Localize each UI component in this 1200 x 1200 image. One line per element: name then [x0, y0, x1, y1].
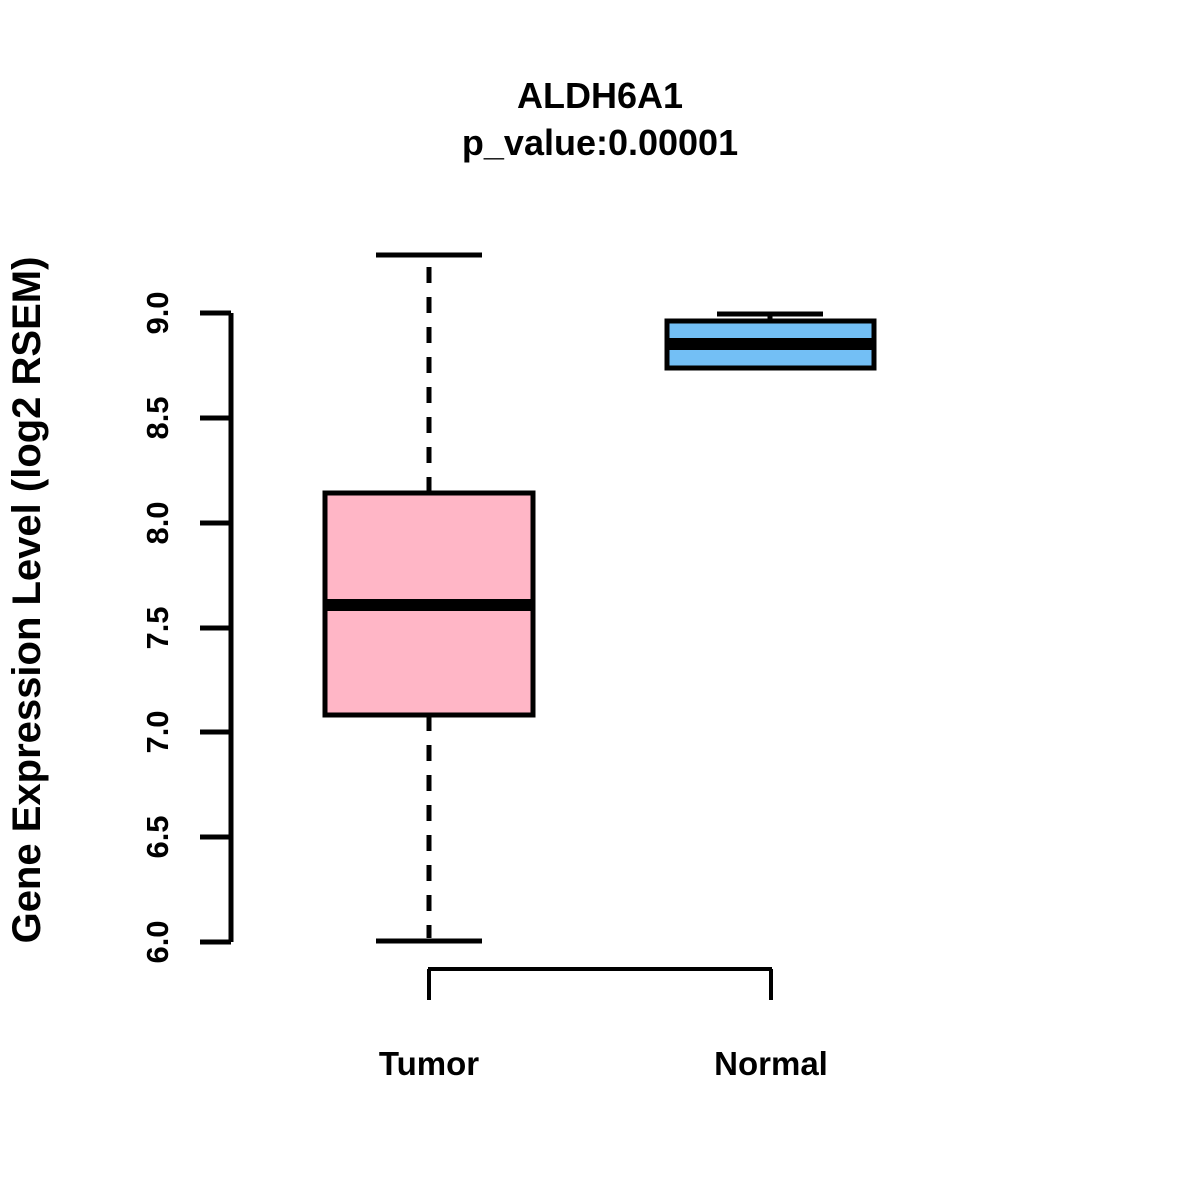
y-tick-group-6-0: 6.0	[140, 920, 175, 963]
chart-title-pvalue: p_value:0.00001	[462, 122, 738, 163]
y-tick-group-7-0: 7.0	[140, 710, 175, 753]
y-tick-group-9-0: 9.0	[140, 291, 175, 334]
y-tick-group-8-5: 8.5	[140, 396, 175, 439]
y-axis-title-group: Gene Expression Level (log2 RSEM)	[5, 257, 49, 944]
y-tick-group-7-5: 7.5	[140, 606, 175, 649]
x-axis-label-normal: Normal	[714, 1045, 828, 1082]
y-tick-label-6-5: 6.5	[140, 815, 175, 858]
chart-title-gene: ALDH6A1	[517, 75, 683, 116]
y-tick-label-7-5: 7.5	[140, 606, 175, 649]
y-tick-label-6-0: 6.0	[140, 920, 175, 963]
box-tumor[interactable]	[322, 252, 536, 944]
y-tick-label-7-0: 7.0	[140, 710, 175, 753]
y-tick-group-6-5: 6.5	[140, 815, 175, 858]
y-axis-title: Gene Expression Level (log2 RSEM)	[5, 257, 49, 944]
y-tick-label-8-5: 8.5	[140, 396, 175, 439]
y-axis: 9.0 8.5 8.0 7.5 7.0 6.5 6.0	[140, 291, 234, 964]
y-tick-group-8-0: 8.0	[140, 501, 175, 544]
x-axis: Tumor Normal	[379, 967, 828, 1082]
y-tick-label-8-0: 8.0	[140, 501, 175, 544]
box-normal[interactable]	[664, 311, 877, 371]
y-tick-label-9-0: 9.0	[140, 291, 175, 334]
x-axis-label-tumor: Tumor	[379, 1045, 479, 1082]
